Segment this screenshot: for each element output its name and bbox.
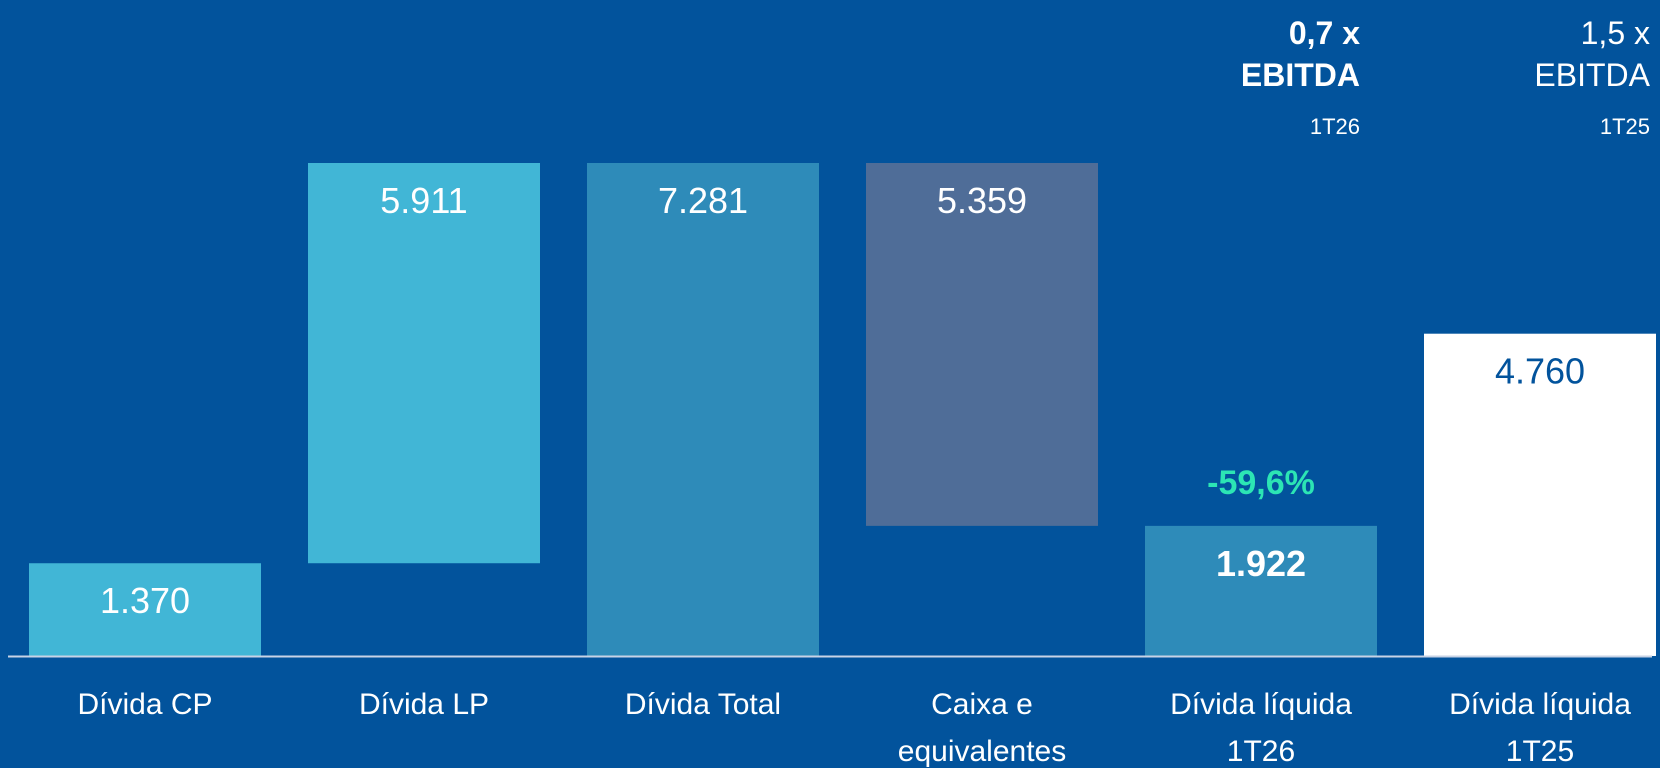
ebitda-multiple-1t26-metric: EBITDA [1160, 54, 1360, 96]
category-label-6-line-2: 1T25 [1506, 735, 1574, 768]
category-label-3: Dívida Total [625, 688, 781, 721]
ebitda-multiple-1t26-value: 0,7 x [1160, 12, 1360, 54]
bar-6-value-label: 4.760 [1495, 351, 1585, 392]
ebitda-multiple-1t26-period: 1T26 [1160, 114, 1360, 140]
bar-2 [308, 163, 540, 563]
category-label-4-line-1: Caixa e [931, 688, 1033, 721]
category-label-2: Dívida LP [359, 688, 489, 721]
bar-2-value-label: 5.911 [380, 180, 467, 221]
category-label-5-line-1: Dívida líquida [1170, 688, 1352, 721]
bar-5-value-label: 1.922 [1216, 543, 1306, 584]
bar-3-value-label: 7.281 [658, 180, 748, 221]
ebitda-multiple-1t25-value: 1,5 x [1450, 12, 1650, 54]
bar-4-value-label: 5.359 [937, 180, 1027, 221]
ebitda-multiple-1t25: 1,5 x EBITDA 1T25 [1450, 12, 1650, 140]
category-label-1: Dívida CP [77, 688, 212, 721]
bar-3 [587, 163, 819, 656]
ebitda-multiple-1t26: 0,7 x EBITDA 1T26 [1160, 12, 1360, 140]
category-label-6-line-1: Dívida líquida [1449, 688, 1631, 721]
category-label-5-line-2: 1T26 [1227, 735, 1295, 768]
bar-1-value-label: 1.370 [100, 580, 190, 621]
change-percent-label: -59,6% [1207, 464, 1315, 502]
ebitda-multiple-1t25-metric: EBITDA [1450, 54, 1650, 96]
ebitda-multiple-1t25-period: 1T25 [1450, 114, 1650, 140]
category-label-4-line-2: equivalentes [898, 735, 1066, 768]
